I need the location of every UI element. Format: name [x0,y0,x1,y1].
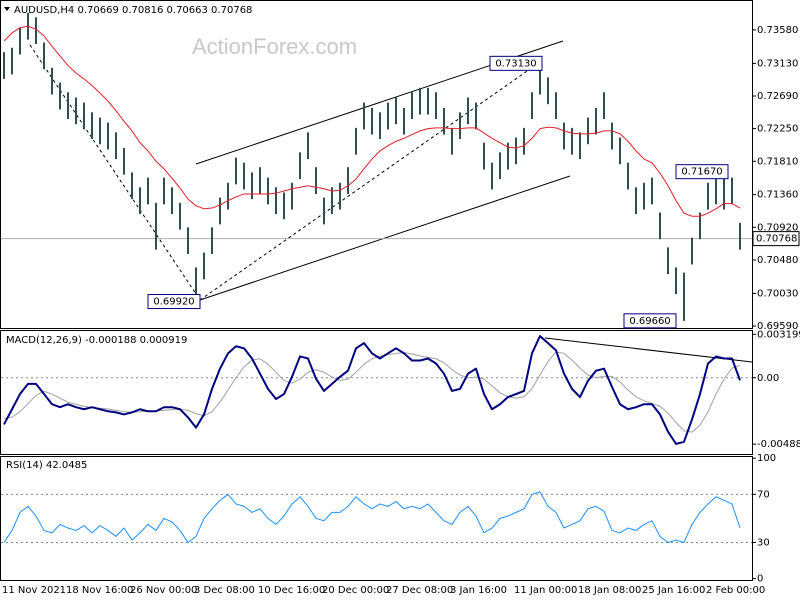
macd-pane [0,330,753,455]
annotation-box [675,164,729,180]
x-tick-label: 11 Jan 00:00 [514,585,577,596]
y-tick-label: 0.71810 [757,156,798,167]
annotation-box [623,313,677,329]
line [3,335,741,445]
channel-lower [199,175,571,301]
y-tick-label: 0.73130 [757,58,798,69]
annotation-label: 0.69920 [153,297,194,308]
price-pane [0,0,753,329]
x-tick-label: 3 Dec 08:00 [194,585,255,596]
annotation-box [147,294,201,310]
y-tick-label: 0.72690 [757,91,798,102]
macd-title: MACD(12,26,9) -0.000188 0.000919 [6,335,187,346]
y-tick-label: 0 [757,574,763,585]
price-title: AUDUSD,H4 0.70669 0.70816 0.70663 0.7076… [14,5,252,16]
y-tick-label: 70 [757,489,770,500]
x-tick-label: 18 Nov 16:00 [66,585,133,596]
line [3,351,741,433]
annotation-label: 0.69660 [629,316,670,327]
watermark: ActionForex.com [192,34,357,59]
y-tick-label: 0.69590 [757,321,798,332]
x-tick-label: 18 Jan 08:00 [578,585,641,596]
y-tick-label: 0.73580 [757,25,798,36]
macd-trendline [544,337,753,363]
y-tick-label: 0.71360 [757,190,798,201]
y-tick-label: -0.004887 [757,439,800,450]
line [3,491,741,543]
annotation-label: 0.73130 [495,58,536,69]
x-tick-label: 2 Feb 00:00 [706,585,765,596]
x-tick-label: 26 Nov 00:00 [130,585,197,596]
y-tick-label: 100 [757,453,776,464]
y-tick-label: 30 [757,537,770,548]
x-tick-label: 3 Jan 16:00 [450,585,507,596]
pane-icon [4,7,10,11]
x-tick-label: 20 Dec 00:00 [322,585,389,596]
rsi-title: RSI(14) 42.0485 [6,460,87,471]
last-price-label: 0.70768 [756,234,797,245]
y-tick-label: 0.70480 [757,255,798,266]
rsi-pane [0,456,753,581]
x-tick-label: 25 Jan 16:00 [642,585,705,596]
x-tick-label: 27 Dec 08:00 [386,585,453,596]
x-tick-label: 11 Nov 2021 [2,585,66,596]
y-tick-label: 0.70920 [757,222,798,233]
annotation-label: 0.71670 [681,167,722,178]
line [3,25,741,217]
y-tick-label: 0.72250 [757,124,798,135]
y-tick-label: 0.003199 [757,329,800,340]
annotation-box [489,55,543,71]
y-tick-label: 0.70030 [757,288,798,299]
last-price-box [752,231,800,247]
y-tick-label: 0.00 [757,373,779,384]
x-tick-label: 10 Dec 16:00 [258,585,325,596]
